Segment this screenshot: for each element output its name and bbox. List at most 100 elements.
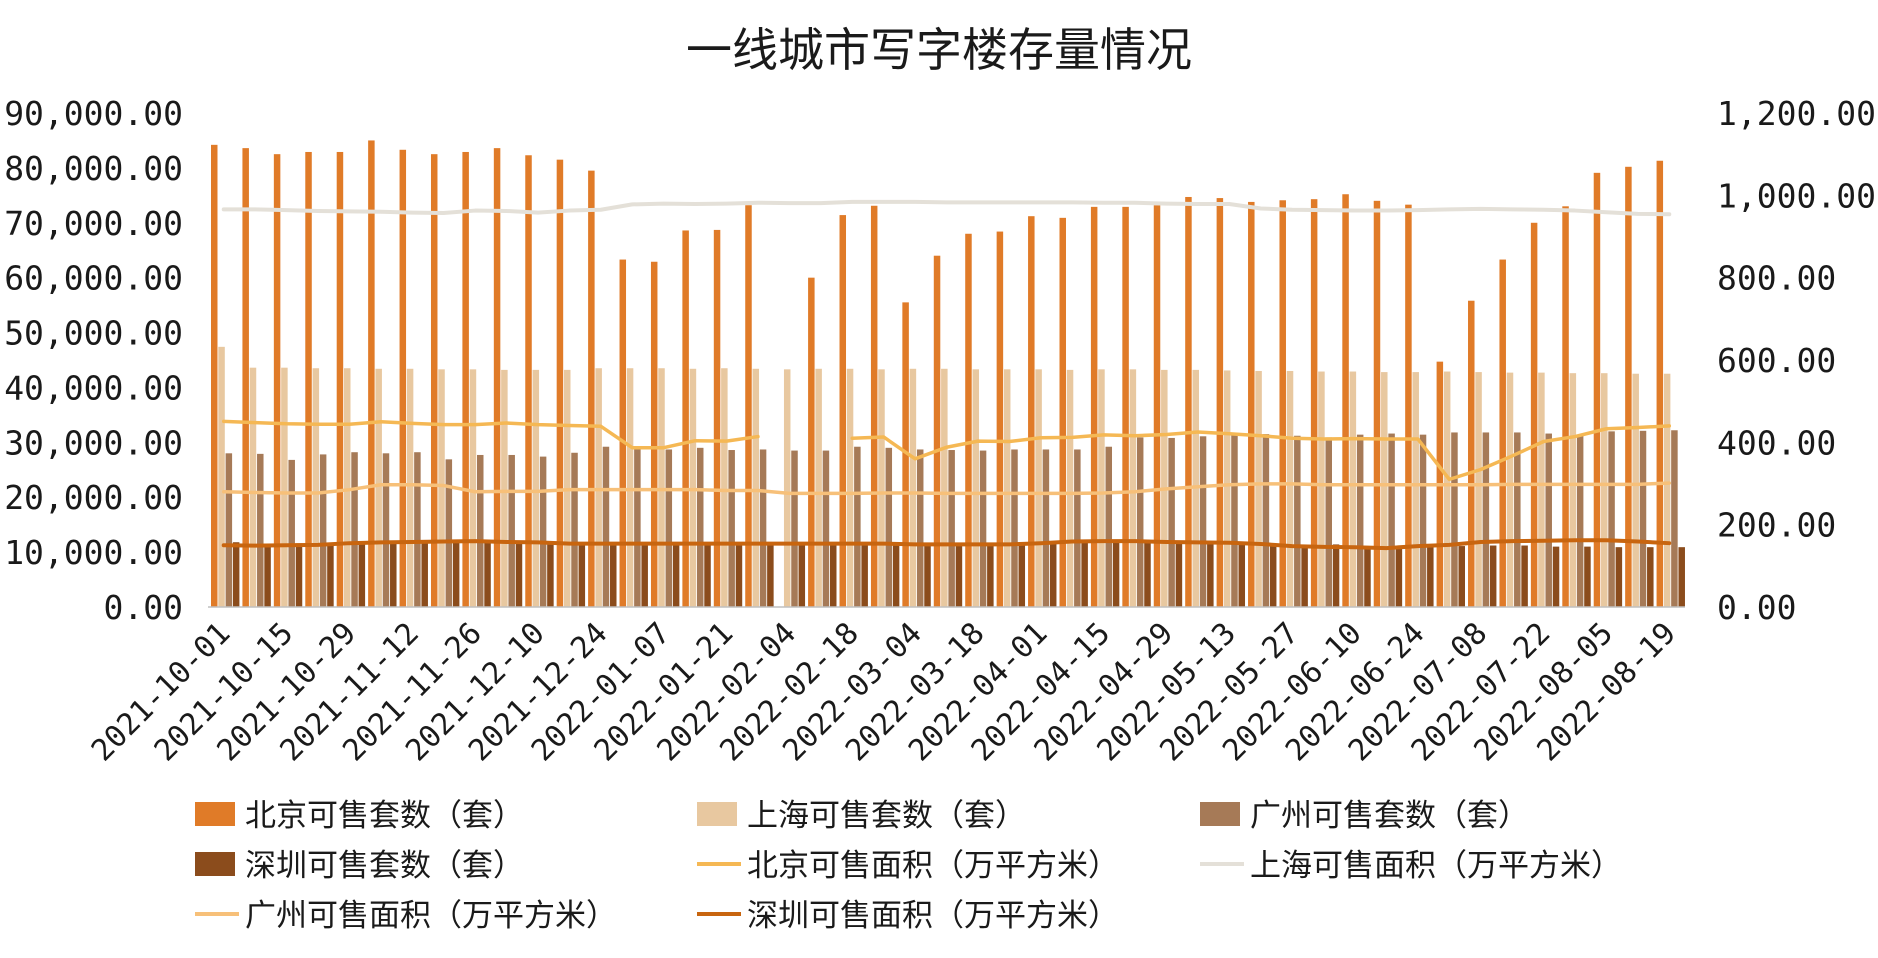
bar-深圳可售套数-2022-05-13 xyxy=(1238,544,1246,607)
bar-深圳可售套数-2021-10-08 xyxy=(264,543,271,607)
bar-上海可售套数-2021-10-08 xyxy=(249,367,257,607)
bar-广州可售套数-2021-12-17 xyxy=(571,452,578,607)
bar-上海可售套数-2021-10-01 xyxy=(218,346,225,607)
bar-上海可售套数-2022-06-03 xyxy=(1318,371,1325,607)
bar-广州可售套数-2021-10-22 xyxy=(319,454,327,607)
bar-北京可售套数-2022-01-07 xyxy=(650,261,658,607)
y-left-tick-label: 50,000.00 xyxy=(4,314,183,353)
bar-广州可售套数-2022-02-11 xyxy=(822,450,830,607)
bar-深圳可售套数-2022-03-11 xyxy=(955,543,963,607)
bar-上海可售套数-2022-07-08 xyxy=(1475,372,1482,607)
bar-广州可售套数-2022-04-01 xyxy=(1042,449,1050,607)
bar-北京可售套数-2022-05-13 xyxy=(1216,198,1224,607)
bar-广州可售套数-2022-07-15 xyxy=(1514,432,1521,607)
bar-北京可售套数-2022-06-17 xyxy=(1373,200,1381,607)
bar-北京可售套数-2021-10-08 xyxy=(242,148,249,607)
bar-上海可售套数-2022-06-10 xyxy=(1349,371,1357,607)
y-left-tick-label: 10,000.00 xyxy=(4,533,183,572)
bar-深圳可售套数-2022-08-19 xyxy=(1678,547,1685,607)
line-上海可售面积 xyxy=(221,199,1672,217)
chart-title: 一线城市写字楼存量情况 xyxy=(686,23,1192,77)
bar-上海可售套数-2021-12-31 xyxy=(626,368,634,607)
bar-北京可售套数-2022-03-11 xyxy=(933,255,941,607)
bar-上海可售套数-2022-05-13 xyxy=(1223,370,1231,607)
bar-深圳可售套数-2022-02-25 xyxy=(892,543,900,607)
bar-北京可售套数-2022-04-08 xyxy=(1059,217,1066,607)
bar-北京可售套数-2021-10-01 xyxy=(211,144,218,607)
bar-北京可售套数-2022-02-25 xyxy=(870,205,878,607)
bar-深圳可售套数-2022-07-29 xyxy=(1584,546,1591,607)
line-深圳可售面积 xyxy=(221,538,1672,551)
y-left-tick-label: 40,000.00 xyxy=(4,368,183,407)
legend-label: 北京可售面积（万平方米） xyxy=(747,848,1119,884)
bar-上海可售套数-2022-03-11 xyxy=(941,368,948,607)
bar-上海可售套数-2022-05-27 xyxy=(1286,370,1294,607)
bar-北京可售套数-2021-11-26 xyxy=(462,151,469,607)
bar-深圳可售套数-2022-04-22 xyxy=(1144,542,1151,607)
bar-广州可售套数-2022-03-11 xyxy=(948,450,955,607)
bar-广州可售套数-2022-05-13 xyxy=(1231,433,1238,607)
y-right-tick-label: 1,200.00 xyxy=(1717,94,1876,133)
bar-广州可售套数-2021-12-03 xyxy=(508,454,515,607)
bar-上海可售套数-2021-11-26 xyxy=(469,369,477,607)
y-right-tick-label: 1,000.00 xyxy=(1717,176,1876,215)
bar-北京可售套数-2022-08-12 xyxy=(1625,166,1632,608)
x-axis: 2021-10-012021-10-152021-10-292021-11-12… xyxy=(85,606,1685,768)
bar-上海可售套数-2022-01-14 xyxy=(689,368,697,607)
legend-item-北京可售面积: 北京可售面积（万平方米） xyxy=(697,848,1119,884)
bar-深圳可售套数-2022-03-18 xyxy=(987,543,994,607)
bar-深圳可售套数-2021-11-12 xyxy=(421,540,428,607)
bar-深圳可售套数-2022-04-15 xyxy=(1112,541,1120,607)
bar-上海可售套数-2022-07-29 xyxy=(1569,373,1577,607)
bar-广州可售套数-2021-11-05 xyxy=(382,453,390,607)
bar-深圳可售套数-2021-12-24 xyxy=(610,542,617,607)
bar-深圳可售套数-2021-12-17 xyxy=(578,542,586,607)
y-left-tick-label: 20,000.00 xyxy=(4,478,183,517)
bar-深圳可售套数-2022-06-03 xyxy=(1332,544,1340,607)
bar-深圳可售套数-2021-11-26 xyxy=(484,540,491,607)
bar-深圳可售套数-2021-10-22 xyxy=(327,543,334,607)
bar-深圳可售套数-2022-07-08 xyxy=(1489,545,1497,607)
legend-label: 上海可售套数（套） xyxy=(747,798,1026,834)
bar-上海可售套数-2022-07-22 xyxy=(1538,372,1545,607)
legend-swatch xyxy=(1200,802,1240,826)
bar-北京可售套数-2022-07-29 xyxy=(1562,206,1569,607)
legend-item-广州可售面积: 广州可售面积（万平方米） xyxy=(195,898,617,934)
bar-上海可售套数-2021-11-05 xyxy=(375,368,382,607)
legend-item-深圳可售面积: 深圳可售面积（万平方米） xyxy=(697,898,1119,934)
bar-深圳可售套数-2021-11-19 xyxy=(452,541,460,607)
bar-北京可售套数-2021-10-29 xyxy=(336,151,344,607)
legend-item-北京可售套数: 北京可售套数（套） xyxy=(195,798,524,834)
bar-深圳可售套数-2022-06-24 xyxy=(1427,546,1434,607)
bar-北京可售套数-2022-03-18 xyxy=(965,233,972,607)
legend-label: 广州可售面积（万平方米） xyxy=(245,898,617,934)
bar-深圳可售套数-2021-12-31 xyxy=(641,543,648,607)
bar-北京可售套数-2022-03-04 xyxy=(902,302,909,607)
y-right-tick-label: 0.00 xyxy=(1717,588,1796,627)
legend-label: 广州可售套数（套） xyxy=(1250,798,1529,834)
bar-深圳可售套数-2021-10-15 xyxy=(295,543,303,607)
bar-广州可售套数-2022-01-21 xyxy=(728,450,735,607)
bar-深圳可售套数-2022-04-01 xyxy=(1049,542,1057,607)
bar-广州可售套数-2021-10-01 xyxy=(225,453,233,607)
bar-深圳可售套数-2022-04-29 xyxy=(1175,542,1183,607)
y-right-tick-label: 600.00 xyxy=(1717,341,1836,380)
bar-北京可售套数-2021-12-17 xyxy=(556,159,564,607)
bar-上海可售套数-2021-12-10 xyxy=(532,369,540,607)
bar-深圳可售套数-2022-06-10 xyxy=(1364,546,1371,607)
bar-深圳可售套数-2022-01-07 xyxy=(672,542,680,607)
bar-广州可售套数-2021-12-10 xyxy=(539,456,547,607)
bar-深圳可售套数-2022-01-28 xyxy=(767,542,774,607)
bar-北京可售套数-2021-12-03 xyxy=(493,148,501,607)
bar-广州可售套数-2022-08-05 xyxy=(1608,431,1615,607)
bar-上海可售套数-2022-03-04 xyxy=(909,368,917,607)
bar-广州可售套数-2022-08-19 xyxy=(1671,430,1678,607)
y-left-tick-label: 30,000.00 xyxy=(4,423,183,462)
bar-上海可售套数-2022-02-04 xyxy=(783,369,791,607)
bar-北京可售套数-2022-03-25 xyxy=(996,231,1004,607)
bar-北京可售套数-2022-01-21 xyxy=(713,229,721,607)
bar-广州可售套数-2021-12-31 xyxy=(634,449,641,607)
bar-上海可售套数-2022-02-11 xyxy=(815,368,822,607)
bar-上海可售套数-2022-01-28 xyxy=(752,368,760,607)
y-left-tick-label: 0.00 xyxy=(104,588,183,627)
